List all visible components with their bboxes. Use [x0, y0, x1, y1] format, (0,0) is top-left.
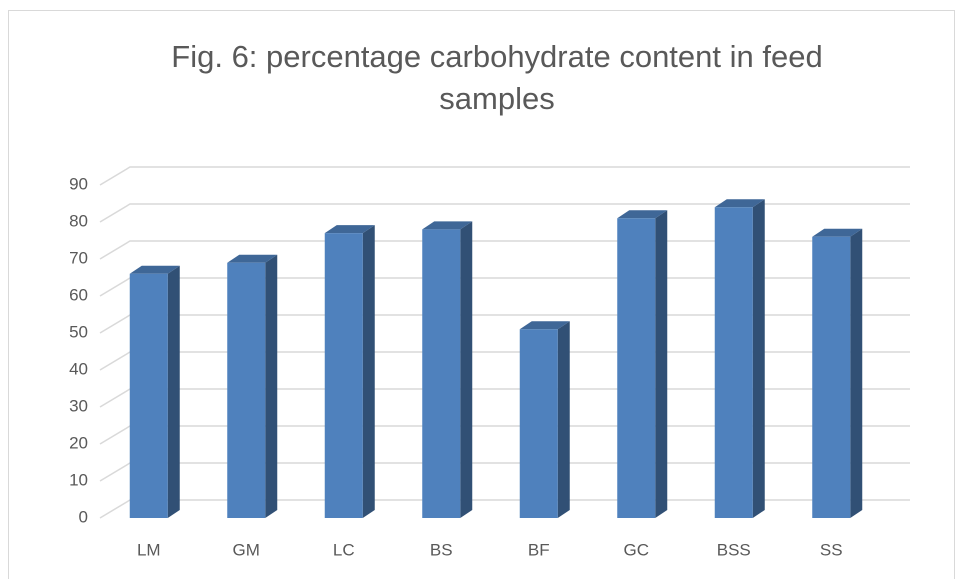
x-tick-label: GC — [624, 540, 650, 559]
y-tick-label: 50 — [69, 322, 88, 341]
bar-side — [265, 254, 278, 518]
bar-front — [324, 233, 363, 518]
y-tick-label: 0 — [79, 507, 88, 526]
bar — [519, 321, 570, 518]
bar-front — [714, 207, 753, 518]
bar-front — [227, 262, 266, 518]
chart-title: Fig. 6: percentage carbohydrate content … — [171, 39, 823, 116]
x-tick-label: LM — [137, 540, 161, 559]
grid-line — [99, 425, 910, 445]
x-tick-label: BS — [430, 540, 453, 559]
bar — [714, 199, 765, 518]
y-tick-label: 20 — [69, 433, 88, 452]
y-tick-label: 30 — [69, 396, 88, 415]
bar-side — [362, 225, 375, 518]
x-tick-label: BF — [528, 540, 550, 559]
bar — [129, 265, 180, 518]
bar-side — [655, 210, 668, 519]
grid-line — [99, 351, 910, 371]
y-tick-label: 10 — [69, 470, 88, 489]
x-tick-label: SS — [820, 540, 843, 559]
bar-top — [519, 321, 570, 330]
y-tick-label: 90 — [69, 174, 88, 193]
x-tick-label: LC — [333, 540, 355, 559]
y-tick-label: 40 — [69, 359, 88, 378]
y-tick-label: 70 — [69, 248, 88, 267]
grid-line — [99, 277, 910, 297]
bar — [422, 221, 473, 518]
bar-top — [714, 199, 765, 208]
bar-side — [167, 265, 180, 518]
bar-front — [129, 273, 168, 518]
grid-line — [99, 240, 910, 260]
bar-top — [812, 228, 863, 237]
grid-line — [99, 203, 910, 223]
grid-line — [99, 314, 910, 334]
bar-side — [850, 228, 863, 519]
bar-front — [617, 218, 656, 519]
bar — [812, 228, 863, 519]
bar-side — [557, 321, 570, 518]
bar-side — [460, 221, 473, 518]
bar-front — [519, 329, 558, 518]
x-tick-label: BSS — [717, 540, 751, 559]
bar-side — [752, 199, 765, 518]
bar-top — [129, 265, 180, 274]
bar-top — [422, 221, 473, 230]
bar-front — [812, 236, 851, 519]
y-tick-label: 60 — [69, 285, 88, 304]
bar-front — [422, 229, 461, 518]
bar-top — [227, 254, 278, 263]
bar — [324, 225, 375, 518]
chart-border — [8, 10, 955, 579]
grid-line — [99, 166, 910, 186]
grid-line — [99, 499, 910, 519]
bar-top — [617, 210, 668, 219]
bar — [227, 254, 278, 518]
y-tick-label: 80 — [69, 211, 88, 230]
bar-top — [324, 225, 375, 234]
grid-line — [99, 388, 910, 408]
bar — [617, 210, 668, 519]
x-tick-label: GM — [233, 540, 260, 559]
grid-line — [99, 462, 910, 482]
